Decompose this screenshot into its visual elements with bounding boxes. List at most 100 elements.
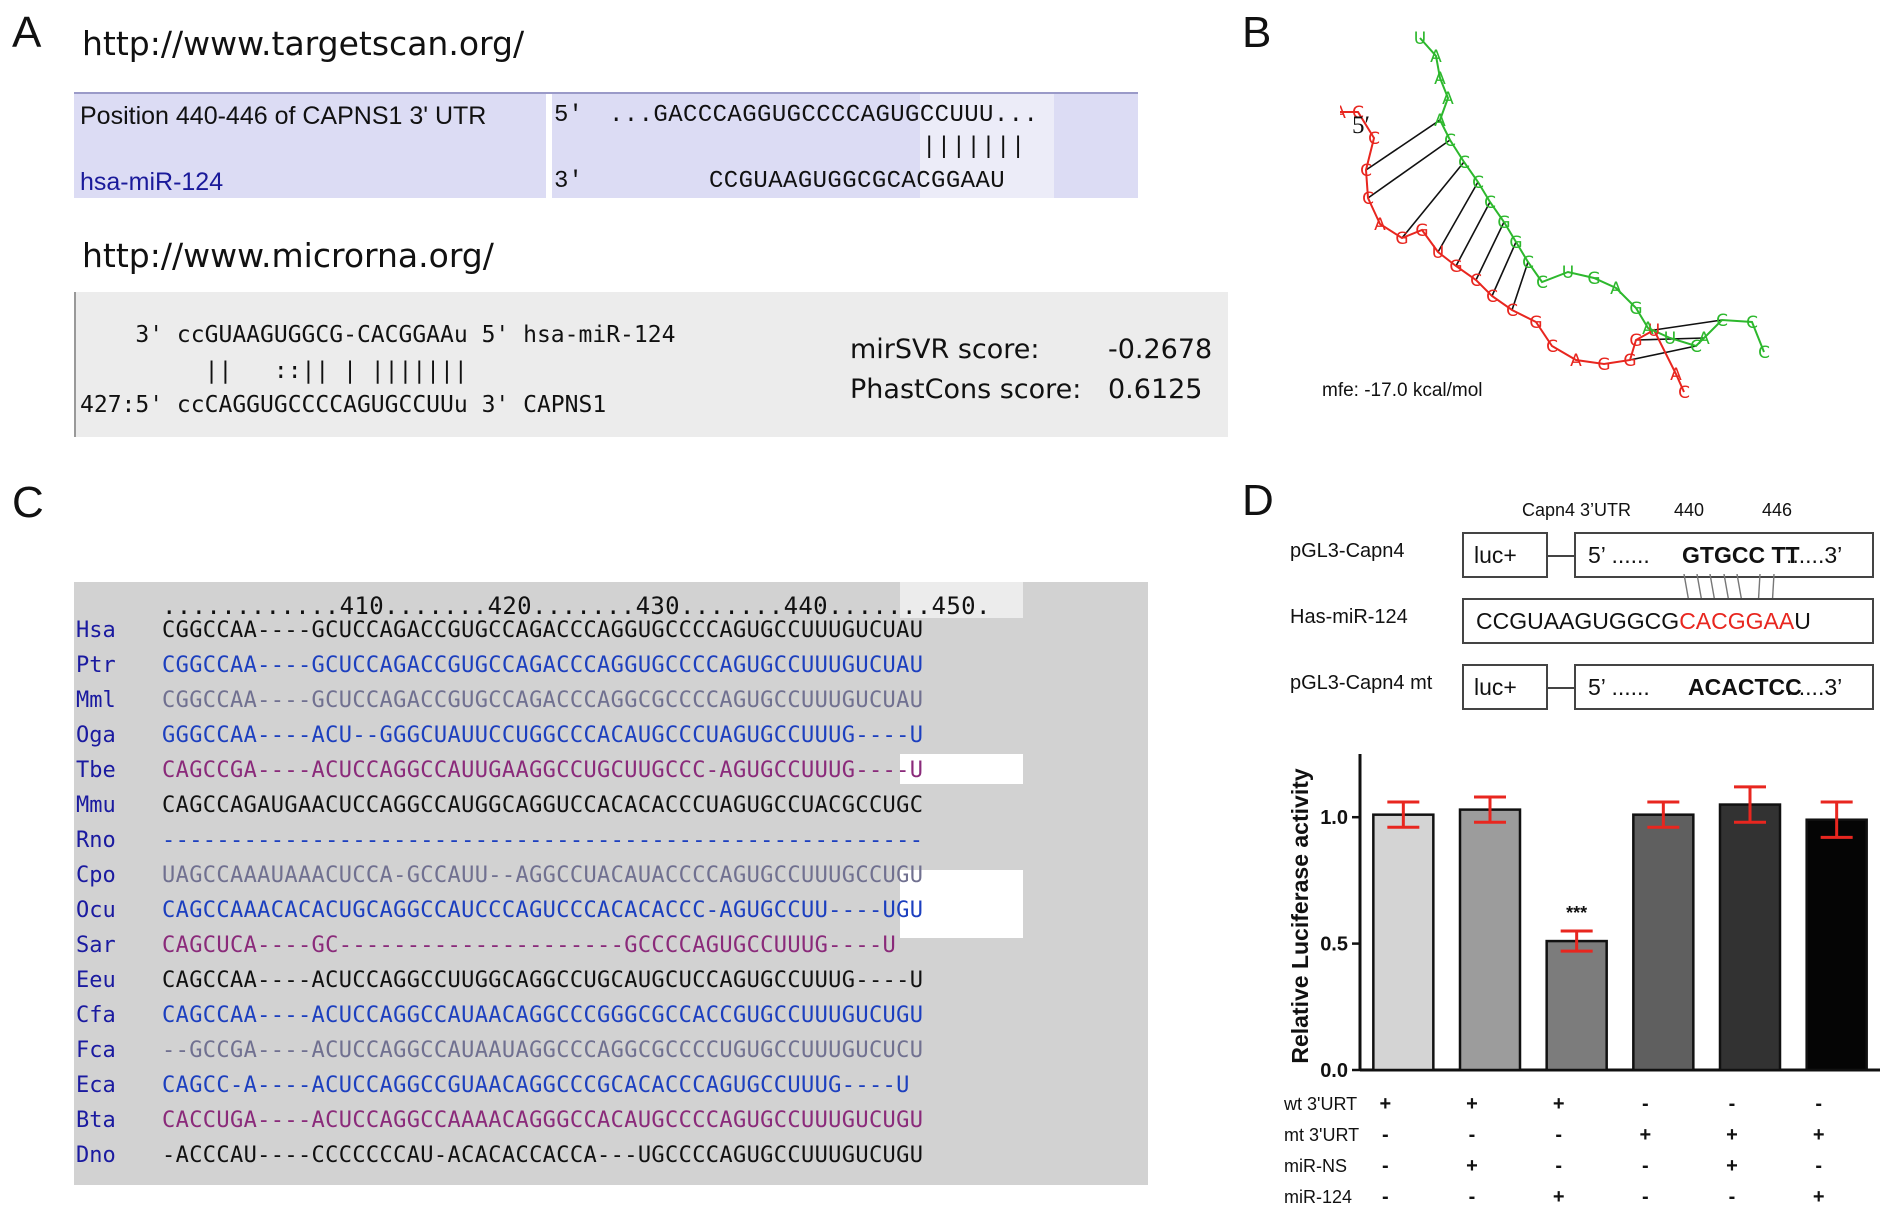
rna-base: C (1716, 311, 1728, 331)
species-sequence: CAGCCAA----ACUCCAGGCCAUAACAGGCCCGGGCGCCA… (162, 1003, 924, 1028)
species-sequence: CAGCCAGAUGAACUCCAGGCCAUGGCAGGUCCACACACCC… (162, 793, 924, 818)
base-pair-link (1475, 221, 1505, 281)
utr-box-wt: 5’ ...... GTGCC TT ......3’ (1574, 532, 1874, 578)
species-label: Bta (76, 1108, 116, 1133)
rna-base: G (1623, 351, 1636, 371)
rna-base: G (1529, 313, 1542, 333)
construct-label-wt: pGL3-Capn4 (1290, 540, 1405, 562)
species-sequence: CAGCC-A----ACUCCAGGCCGUAACAGGCCCGCACACCC… (162, 1073, 910, 1098)
condition-label: mt 3'URT (1284, 1125, 1359, 1145)
mr-target-line: 427:5' ccCAGGUGCCCCAGUGCCUUu 3' CAPNS1 (80, 392, 607, 418)
mr-mirna-line: 3' ccGUAAGUGGCG-CACGGAAu 5' hsa-miR-124 (80, 322, 676, 348)
species-sequence: CAGCCAA----ACUCCAGGCCUUGGCAGGCCUGCAUGCUC… (162, 968, 924, 993)
utr-box-mt: 5’ ...... ACACTCC ......3’ (1574, 664, 1874, 710)
rna-base: G (1629, 331, 1642, 351)
rna-base: A (1374, 215, 1386, 235)
significance-label: *** (1566, 903, 1587, 923)
ts-mirna-label: hsa-miR-124 (80, 168, 224, 196)
luc-box-mt: luc+ (1462, 664, 1548, 710)
targetscan-box: Position 440-446 of CAPNS1 3' UTR hsa-mi… (74, 92, 1138, 198)
species-sequence: --GCCGA----ACUCCAGGCCAUAAUAGGCCCAGGCGCCC… (162, 1038, 924, 1063)
ts-mirna-sequence: CCGUAAGUGGCGCACGGAAU (709, 168, 1006, 195)
condition-sign: - (1642, 1093, 1649, 1115)
mirsvr-label: mirSVR score: (850, 334, 1040, 365)
rna-base: A (1610, 279, 1622, 299)
ts-three-prime: 3' (554, 168, 583, 195)
rna-base: U (1648, 321, 1660, 341)
species-label: Ocu (76, 898, 116, 923)
condition-sign: + (1466, 1155, 1478, 1177)
species-label: Tbe (76, 758, 116, 783)
condition-sign: + (1639, 1124, 1651, 1146)
rna-base: C (1746, 313, 1758, 333)
base-pair-link (1491, 241, 1517, 297)
bar (1632, 813, 1695, 1072)
rna-base: A (1430, 47, 1442, 67)
seed-column-highlight (900, 870, 1023, 938)
rna-base: G (1449, 257, 1462, 277)
rna-base: A (1340, 103, 1346, 123)
condition-sign: + (1379, 1093, 1391, 1115)
species-label: Rno (76, 828, 116, 853)
bar (1718, 803, 1782, 1072)
species-sequence: UAGCCAAAUAAACUCCA-GCCAUU--AGGCCUACAUACCC… (162, 863, 924, 888)
rna-base: C (1546, 337, 1558, 357)
bar (1458, 808, 1522, 1072)
panel-b-letter: B (1242, 8, 1272, 57)
bar (1545, 939, 1608, 1072)
panel-c-letter: C (12, 478, 44, 527)
condition-sign: + (1813, 1124, 1825, 1146)
bar (1805, 818, 1868, 1072)
rna-base: C (1678, 383, 1690, 403)
species-sequence: -ACCCAU----CCCCCCCAU-ACACACCACCA---UGCCC… (162, 1143, 924, 1168)
rna-base: C (1368, 129, 1380, 149)
y-tick-label: 0.0 (1320, 1060, 1348, 1082)
species-label: Eeu (76, 968, 116, 993)
alignment-ruler: ............410.......420.......430.....… (162, 592, 991, 620)
condition-sign: + (1553, 1093, 1565, 1115)
species-label: Sar (76, 933, 116, 958)
condition-sign: + (1813, 1186, 1825, 1208)
panel-d-letter: D (1242, 476, 1274, 525)
luc-box-wt: luc+ (1462, 532, 1548, 578)
base-pair-link (1367, 139, 1451, 199)
wt-site-sequence: GTGCC TT (1682, 542, 1800, 568)
species-label: Fca (76, 1038, 116, 1063)
phastcons-label: PhastCons score: (850, 374, 1082, 405)
targetscan-url: http://www.targetscan.org/ (82, 24, 525, 63)
rna-base: G (1587, 269, 1600, 289)
phastcons-value: 0.6125 (1108, 374, 1203, 405)
rna-base: G (1395, 229, 1408, 249)
rna-base: C (1362, 189, 1374, 209)
ts-seed-highlight (920, 94, 1054, 198)
rna-base: C (1444, 131, 1456, 151)
y-axis-label: Relative Luciferase activity (1287, 768, 1313, 1064)
ts-position-label: Position 440-446 of CAPNS1 3' UTR (80, 102, 487, 130)
condition-sign: + (1726, 1155, 1738, 1177)
rna-base: G (1415, 221, 1428, 241)
construct-header-utr: Capn4 3’UTR (1522, 500, 1632, 520)
rna-strand-backbone (1340, 111, 1685, 393)
construct-label-mt: pGL3-Capn4 mt (1290, 672, 1433, 694)
rna-base: A (1670, 365, 1682, 385)
species-sequence: CACCUGA----ACUCCAGGCCAAAACAGGGCCACAUGCCC… (162, 1108, 924, 1133)
rna-strand-backbone (1419, 37, 1765, 353)
species-label: Eca (76, 1073, 116, 1098)
condition-sign: - (1729, 1093, 1736, 1115)
rna-base: A (1570, 351, 1582, 371)
ts-five-prime: 5' (554, 102, 583, 129)
alignment-box: ............410.......420.......430.....… (74, 582, 1148, 1185)
rna-base: C (1522, 253, 1534, 273)
condition-sign: + (1726, 1124, 1738, 1146)
microrna-box: 3' ccGUAAGUGGCG-CACGGAAu 5' hsa-miR-124 … (74, 292, 1228, 437)
bar (1372, 813, 1435, 1072)
species-label: Oga (76, 723, 116, 748)
rna-base: C (1536, 273, 1548, 293)
luciferase-bar-chart: 0.0 0.5 1.0 Relative Luciferase activity **… (1283, 754, 1880, 1208)
rna-base: C (1470, 271, 1482, 291)
rna-base: A (1642, 319, 1654, 339)
y-tick-label: 0.5 (1320, 934, 1348, 956)
five-prime-label: 5′ (1352, 112, 1370, 139)
rna-base: C (1486, 287, 1498, 307)
base-pair-link (1653, 319, 1723, 331)
